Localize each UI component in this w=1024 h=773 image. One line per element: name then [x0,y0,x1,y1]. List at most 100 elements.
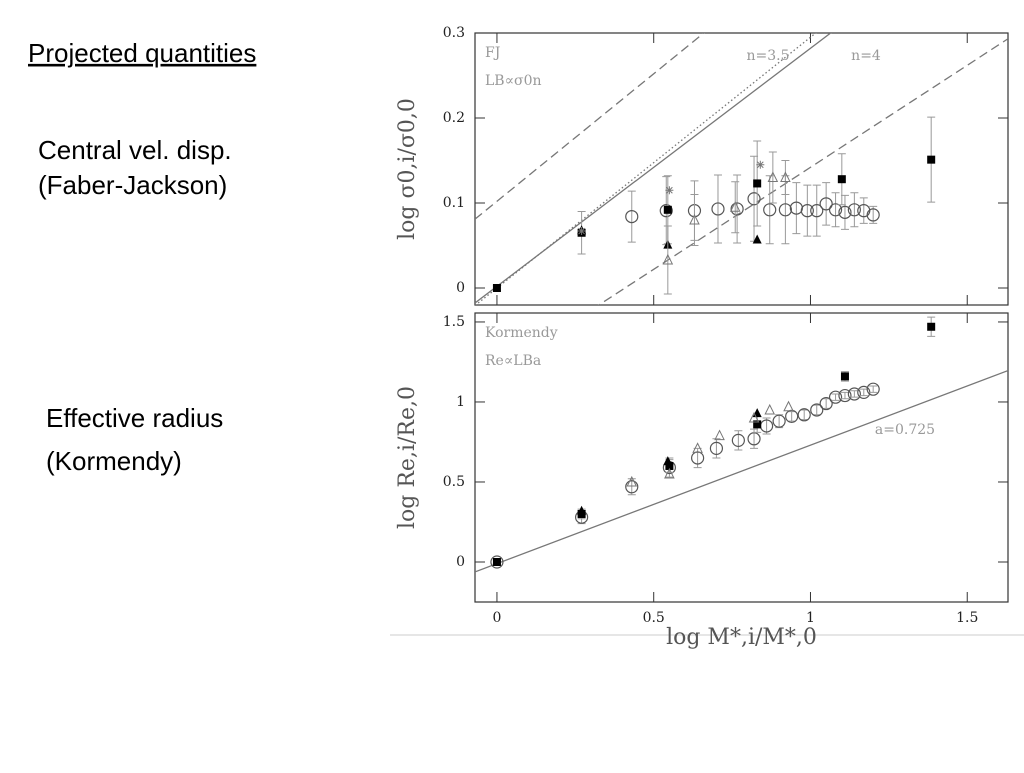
error-bar [803,184,812,237]
error-bar [831,192,840,228]
model-line [475,33,705,220]
line-label: n=4 [851,48,881,64]
model-line [475,33,817,305]
error-bar [812,404,821,416]
error-bar [775,414,784,429]
error-bar [792,182,801,235]
point [764,403,776,415]
x-tick-label: 0.5 [643,610,665,626]
point [838,388,852,403]
line-label: a=0.725 [875,422,935,438]
error-bar [731,181,740,234]
point [729,201,741,212]
error-bar [869,385,878,393]
point [927,155,936,164]
annotation: Re∝LBa [485,353,541,369]
point [927,322,936,331]
point [662,253,674,265]
plot-frame [474,32,1009,306]
point [748,411,760,423]
error-bar [822,182,831,226]
plot-frame [474,312,1009,603]
point [800,204,814,218]
y-tick-label: 0 [456,554,465,570]
point [577,227,586,236]
point [663,456,673,466]
y-tick-label: 0.2 [443,110,465,126]
note: (Kormendy) [46,446,182,476]
point [689,213,700,225]
point [659,204,673,218]
error-bar [787,411,796,422]
point [837,175,846,184]
y-axis-label: log σ0,i/σ0,0 [395,98,420,240]
error-bar [859,197,868,224]
point [819,396,833,411]
point [492,557,501,566]
point [747,192,761,206]
y-tick-label: 1.5 [443,314,465,330]
error-bar [840,391,849,400]
point [797,408,811,422]
point [625,480,639,494]
error-bar [768,151,777,204]
point [665,186,674,195]
error-bar [859,388,868,397]
error-bar [627,478,636,496]
point [664,467,675,479]
point [763,203,777,217]
error-bar [663,225,672,295]
point [840,372,849,381]
y-tick-label: 0.1 [443,195,465,211]
point [828,390,843,404]
model-line [475,33,832,304]
point [847,203,861,217]
note: Central vel. disp. [38,135,232,165]
y-tick-label: 0 [456,280,465,296]
error-bar [850,390,859,398]
annotation: FJ [485,45,500,61]
point [752,234,762,244]
y-tick-label: 1 [456,394,465,410]
x-tick-label: 1 [806,610,815,626]
point [753,179,762,188]
point [810,204,824,218]
point [663,205,672,214]
annotation: Kormendy [485,325,558,341]
point [783,400,794,412]
x-axis-label: log M*,i/M*,0 [666,625,817,650]
line-label: n=3.5 [746,48,789,64]
point [838,205,852,219]
point [490,555,504,569]
note: (Faber-Jackson) [38,170,227,200]
error-bar [850,192,859,228]
x-tick-label: 0 [492,610,501,626]
point [753,420,762,429]
y-tick-label: 0.3 [443,25,465,41]
plot-area [475,33,1008,305]
point [625,210,639,224]
error-bar [693,447,702,469]
point [866,208,880,222]
plot-area [475,316,1008,573]
point [780,171,791,182]
point [626,475,638,487]
point [756,160,765,169]
y-tick-label: 0.5 [443,474,465,490]
model-line [475,369,1008,573]
point [714,429,725,441]
error-bar [733,174,742,244]
slide-title: Projected quantities [28,38,256,68]
annotation: LB∝σ0n [485,73,542,89]
point [692,442,703,453]
point [577,505,587,515]
point [731,433,745,447]
point [709,441,724,455]
point [711,202,725,216]
y-axis-label: log Re,i/Re,0 [395,386,420,529]
point [819,197,833,211]
point [810,403,824,417]
error-bar [781,160,790,195]
x-tick-label: 1.5 [956,610,978,626]
point [665,461,674,470]
